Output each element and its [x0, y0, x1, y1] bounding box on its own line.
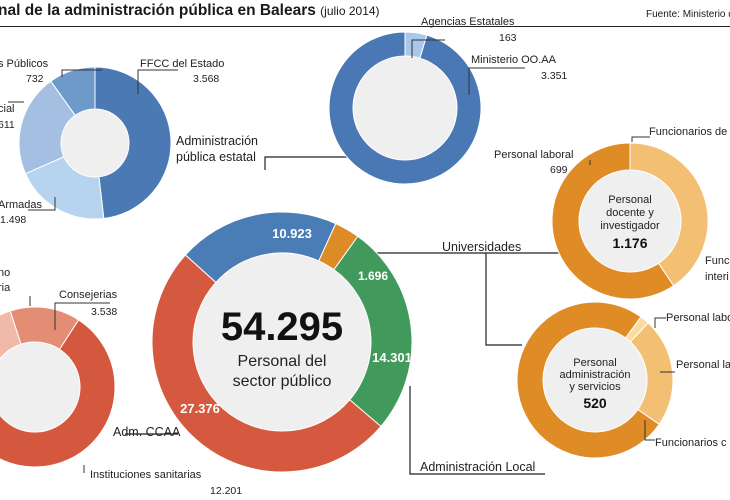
univ-pdi-hole [579, 170, 681, 272]
label-pdi-interi: interi [705, 271, 729, 283]
group-universidades: Universidades [442, 240, 521, 254]
leader-oo-aa [468, 67, 525, 95]
total-center-value: 54.295 [221, 305, 343, 349]
value-agencias: 163 [499, 32, 517, 44]
group-ccaa: Adm. CCAA [113, 425, 181, 439]
connector-local [409, 386, 545, 475]
total-center-label-1: Personal del [238, 353, 327, 370]
label-pdi-func: Func [705, 255, 730, 267]
label-publicos: s Públicos [0, 58, 49, 70]
univ-pdi-slice-1 [551, 142, 675, 300]
pas-center-3: y servicios [569, 381, 621, 393]
pdi-center-3: investigador [600, 220, 660, 232]
ministerio-slice-1 [328, 31, 482, 185]
univ-pas-slice-2 [516, 301, 660, 459]
pdi-center-2: docente y [606, 207, 654, 219]
pdi-center-1: Personal [608, 194, 651, 206]
total-center-label-2: sector público [233, 373, 332, 390]
estatal-slice-2 [18, 80, 76, 175]
leader-pdi-funcionarios [631, 136, 650, 142]
value-consejerias: 3.538 [91, 306, 117, 318]
donut-estatal [18, 66, 172, 220]
label-sanitarias: Instituciones sanitarias [90, 469, 202, 481]
univ-pdi-slice-0 [629, 142, 709, 287]
label-pdi-laboral: Personal laboral [494, 149, 574, 161]
leader-pas-laboral [654, 317, 666, 328]
pas-center-1: Personal [573, 357, 616, 369]
univ-pas-hole [543, 328, 647, 432]
total-value-1: 1.696 [358, 269, 388, 283]
ccaa-slice-2 [9, 306, 80, 350]
estatal-slice-1 [24, 156, 105, 220]
source-note: Fuente: Ministerio d [646, 9, 730, 20]
label-pas-funcionarios: Funcionarios c [655, 437, 727, 449]
title-rule [0, 26, 730, 27]
label-consejerias: Consejerias [59, 289, 118, 301]
connector-universidades-bottom [485, 253, 522, 346]
estatal-hole [61, 109, 129, 177]
ccaa-hole [0, 342, 80, 432]
label-agencias: Agencias Estatales [421, 16, 515, 28]
group-estatal-line2: pública estatal [176, 150, 256, 164]
chart-subtitle: (julio 2014) [320, 4, 380, 18]
leader-ffcc [137, 69, 178, 94]
value-oo-aa: 3.351 [541, 70, 567, 82]
donut-ccaa [0, 306, 116, 468]
connector-estatal [264, 156, 352, 170]
ccaa-slice-0 [0, 319, 116, 468]
total-slice-3 [151, 254, 382, 473]
leader-publicos [61, 69, 102, 77]
chart-title: nal de la administración pública en Bale… [0, 2, 380, 19]
ministerio-hole [353, 56, 457, 160]
value-ffcc: 3.568 [193, 73, 219, 85]
label-armadas: Armadas [0, 199, 43, 211]
label-pas-la: Personal la [676, 359, 730, 371]
value-cial: 611 [0, 119, 15, 131]
label-ffcc: FFCC del Estado [140, 58, 224, 70]
label-oo-aa: Ministerio OO.AA [471, 54, 557, 66]
leader-armadas [28, 197, 56, 211]
value-armadas: 1.498 [0, 214, 26, 226]
leader-pas-funcionarios [644, 420, 655, 441]
callout-lines [8, 39, 675, 473]
total-hole [193, 253, 371, 431]
leader-consejerias [54, 302, 110, 330]
value-pdi-laboral: 699 [550, 164, 568, 176]
label-cial: cial [0, 103, 15, 115]
pas-center-value: 520 [583, 395, 607, 411]
pdi-center-value: 1.176 [612, 235, 647, 251]
label-ccaa-no: no [0, 267, 10, 279]
donut-ministerio [328, 31, 482, 185]
total-value-2: 14.301 [372, 350, 412, 365]
value-publicos: 732 [26, 73, 44, 85]
label-ccaa-ria: ria [0, 282, 11, 294]
leader-agencias [411, 39, 445, 58]
total-value-0: 10.923 [272, 226, 312, 241]
total-value-3: 27.376 [180, 401, 220, 416]
estatal-slice-0 [94, 66, 172, 220]
group-estatal-line1: Administración [176, 134, 258, 148]
label-pdi-funcionarios: Funcionarios de [649, 126, 727, 138]
pas-center-2: administración [560, 369, 631, 381]
value-sanitarias: 12.201 [210, 485, 242, 497]
donut-total-sector: 10.923 1.696 14.301 27.376 54.295 Personal de… [151, 211, 413, 473]
group-local: Administración Local [420, 460, 535, 474]
label-pas-laboral: Personal labor [666, 312, 730, 324]
